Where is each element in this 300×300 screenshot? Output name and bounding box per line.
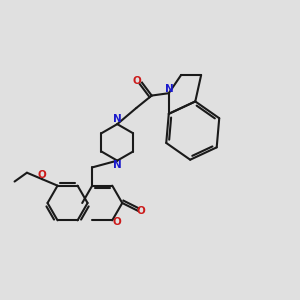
Text: N: N [113, 114, 122, 124]
Text: O: O [137, 206, 146, 216]
Text: O: O [37, 170, 46, 180]
Text: N: N [113, 160, 122, 170]
Text: O: O [112, 217, 121, 227]
Text: O: O [133, 76, 142, 86]
Text: N: N [165, 84, 173, 94]
